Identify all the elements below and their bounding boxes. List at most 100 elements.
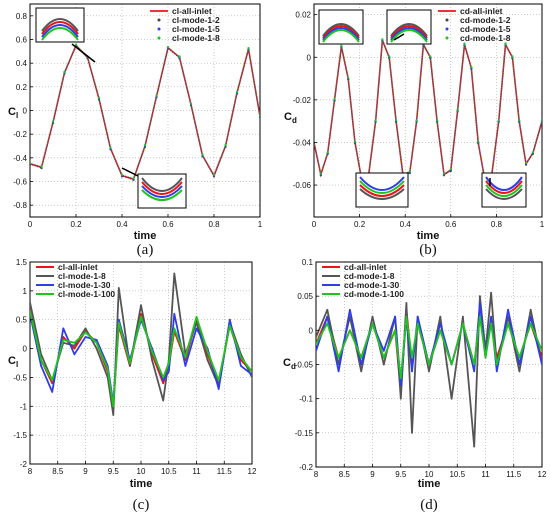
x-tick-label: 0.2 — [354, 220, 366, 229]
data-point — [228, 318, 231, 321]
legend-swatch — [157, 18, 161, 22]
data-point — [504, 42, 507, 45]
legend-label: cd-mode-1-5 — [460, 24, 511, 34]
data-point — [529, 315, 532, 318]
data-point — [162, 379, 165, 382]
data-point — [495, 363, 498, 366]
y-axis-label: Cl — [8, 355, 18, 369]
y-tick-label: 0 — [309, 326, 314, 335]
y-tick-label: 0.8 — [16, 12, 28, 21]
legend: cl-all-inletcl-mode-1-8cl-mode-1-30cl-mo… — [36, 262, 115, 299]
data-point — [478, 302, 481, 304]
data-point — [484, 356, 487, 359]
y-tick-label: 1 — [23, 287, 28, 296]
data-point — [251, 376, 252, 379]
data-point — [143, 144, 147, 147]
data-point — [436, 119, 439, 122]
x-tick-label: 0.8 — [491, 220, 503, 229]
y-tick-label: -1.5 — [13, 431, 27, 440]
data-point — [428, 363, 430, 366]
panel-label: (b) — [419, 242, 437, 258]
data-point — [540, 119, 542, 122]
y-tick-label: -0.8 — [13, 201, 27, 210]
y-tick-label: -0.15 — [295, 429, 314, 438]
data-point — [258, 114, 260, 117]
data-point — [173, 313, 176, 315]
data-point — [235, 90, 239, 93]
data-point — [224, 144, 227, 147]
data-point — [201, 153, 204, 156]
data-point — [112, 414, 115, 416]
y-tick-label: -1 — [20, 402, 28, 411]
y-tick-label: -0.4 — [13, 154, 27, 163]
data-point — [462, 315, 464, 318]
data-point — [347, 76, 350, 79]
panel-label: (a) — [137, 242, 154, 258]
data-point — [195, 327, 198, 330]
tick-labels: 0 0.2 0.4 0.6 0.8 1 -0.8 -0.6 -0.4 -0.2 0 0.2 0.4 0.6… — [13, 12, 263, 229]
data-point — [166, 45, 170, 49]
data-point — [360, 356, 363, 359]
data-point — [511, 55, 514, 58]
y-tick-label: 0.1 — [302, 258, 314, 267]
data-point — [84, 331, 87, 334]
data-point — [541, 349, 542, 352]
y-tick-label: -0.04 — [293, 138, 312, 147]
series-line-cd-mode-1-8 — [314, 39, 542, 181]
data-point — [450, 397, 453, 400]
y-tick-label: -0.02 — [293, 96, 312, 105]
data-point — [518, 356, 521, 359]
data-point — [140, 315, 142, 318]
legend-label: cl-mode-1-5 — [172, 24, 220, 34]
data-point — [74, 43, 78, 46]
y-tick-label: 0.6 — [16, 36, 28, 45]
data-point — [240, 356, 242, 359]
y-tick-label: -0.6 — [13, 178, 27, 187]
x-tick-label: 0.6 — [445, 220, 457, 229]
y-tick-label: 0.05 — [297, 292, 313, 301]
y-tick-label: 0.5 — [16, 316, 28, 325]
x-tick-label: 10.5 — [449, 470, 465, 479]
data-point — [217, 379, 220, 382]
data-point — [247, 47, 250, 50]
inset-zoom-peak — [386, 9, 432, 45]
data-point — [411, 356, 413, 359]
data-point — [463, 42, 466, 45]
data-point — [337, 356, 340, 359]
data-point — [473, 445, 476, 448]
legend-swatch — [445, 18, 449, 22]
data-point — [382, 349, 385, 352]
x-tick-label: 12 — [538, 470, 547, 479]
data-point — [195, 321, 198, 324]
data-point — [490, 322, 493, 325]
data-point — [470, 65, 473, 69]
x-tick-label: 10.5 — [161, 467, 177, 476]
data-point — [415, 119, 418, 122]
data-point — [371, 315, 374, 318]
legend-swatch — [157, 36, 161, 40]
panel-c: 8 8.5 9 9.5 10 10.5 11 11.5 12-2-1.5-1-0.500.511… — [8, 258, 257, 513]
data-point — [490, 315, 493, 318]
x-axis-label: time — [134, 230, 157, 242]
data-point — [162, 376, 165, 379]
y-tick-label: 1.5 — [16, 258, 28, 267]
data-point — [439, 329, 442, 332]
data-point — [167, 362, 170, 364]
legend-label: cl-mode-1-8 — [58, 271, 106, 281]
data-point — [162, 382, 165, 385]
data-point — [450, 363, 453, 366]
legend-label: cd-mode-1-8 — [344, 271, 395, 281]
inset-zoom-trough — [355, 172, 409, 208]
y-tick-label: -0.2 — [299, 463, 313, 472]
data-point — [129, 364, 131, 367]
data-point — [212, 173, 216, 176]
data-point — [151, 359, 154, 362]
x-tick-label: 11.5 — [217, 467, 233, 476]
data-point — [497, 119, 500, 122]
legend-label: cd-all-inlet — [460, 6, 503, 16]
data-point — [316, 336, 317, 339]
data-point — [337, 370, 340, 373]
data-point — [117, 318, 120, 321]
series-group — [316, 291, 542, 448]
data-point — [251, 373, 252, 376]
